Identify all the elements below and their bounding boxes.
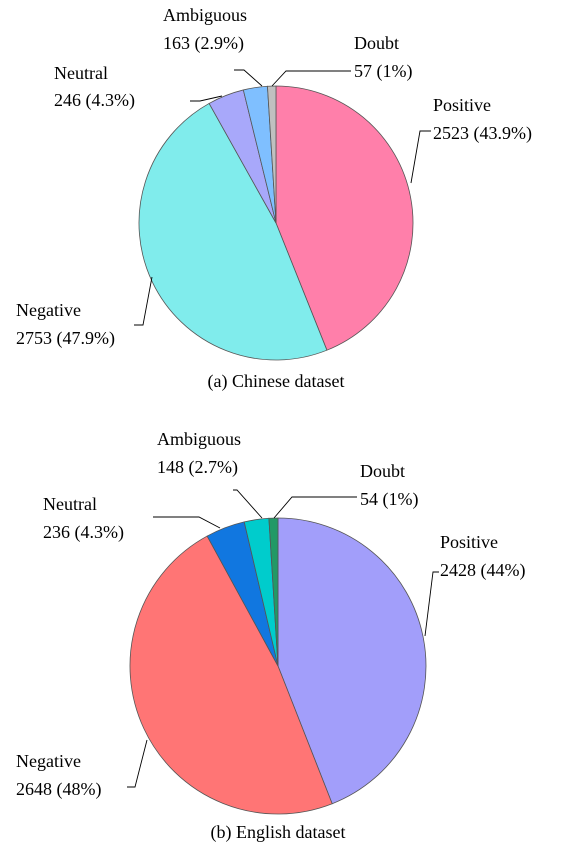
slice-label-negative: Negative [16, 300, 81, 320]
pie-slice-doubt [268, 517, 279, 667]
slice-label-neutral: Neutral [43, 494, 97, 514]
slice-value-ambiguous: 163 (2.9%) [163, 33, 244, 54]
leader-line-negative [134, 276, 153, 326]
leader-line-doubt [273, 496, 357, 519]
slice-value-positive: 2428 (44%) [440, 560, 525, 581]
pie-slice-doubt [267, 85, 277, 224]
slice-value-ambiguous: 148 (2.7%) [157, 457, 238, 478]
slice-label-doubt: Doubt [360, 461, 405, 481]
slice-label-doubt: Doubt [354, 33, 399, 53]
chart-caption: (a) Chinese dataset [208, 371, 345, 392]
slice-label-ambiguous: Ambiguous [157, 429, 241, 449]
leader-line-positive [424, 571, 439, 637]
slice-value-negative: 2648 (48%) [16, 779, 101, 800]
pie-slice-negative [129, 535, 333, 815]
slice-label-neutral: Neutral [54, 63, 108, 83]
slice-label-positive: Positive [433, 95, 491, 115]
pie-chart-chinese: Positive 2523 (43.9%) Negative 2753 (47.9%)… [16, 5, 532, 392]
pie-chart-english: Positive 2428 (44%) Negative 2648 (48%) Neut… [16, 429, 525, 843]
slice-label-ambiguous: Ambiguous [163, 5, 247, 25]
slice-value-doubt: 57 (1%) [354, 61, 412, 82]
pie-slice-positive [275, 85, 414, 351]
slice-label-negative: Negative [16, 751, 81, 771]
leader-line-positive [410, 130, 431, 184]
leader-line-negative [127, 739, 148, 788]
slice-value-negative: 2753 (47.9%) [16, 328, 115, 349]
slice-value-positive: 2523 (43.9%) [433, 123, 532, 144]
slice-value-neutral: 236 (4.3%) [43, 522, 124, 543]
leader-line-neutral [153, 516, 221, 529]
leader-line-neutral [190, 95, 223, 102]
chart-caption: (b) English dataset [211, 822, 346, 843]
slice-label-positive: Positive [440, 532, 498, 552]
slice-value-neutral: 246 (4.3%) [54, 90, 135, 111]
leader-line-ambiguous [233, 489, 263, 519]
pie-slice-positive [277, 517, 427, 805]
pie-slice-negative [138, 102, 328, 361]
slice-value-doubt: 54 (1%) [360, 489, 418, 510]
leader-line-ambiguous [234, 69, 263, 87]
leader-line-doubt [271, 70, 351, 87]
